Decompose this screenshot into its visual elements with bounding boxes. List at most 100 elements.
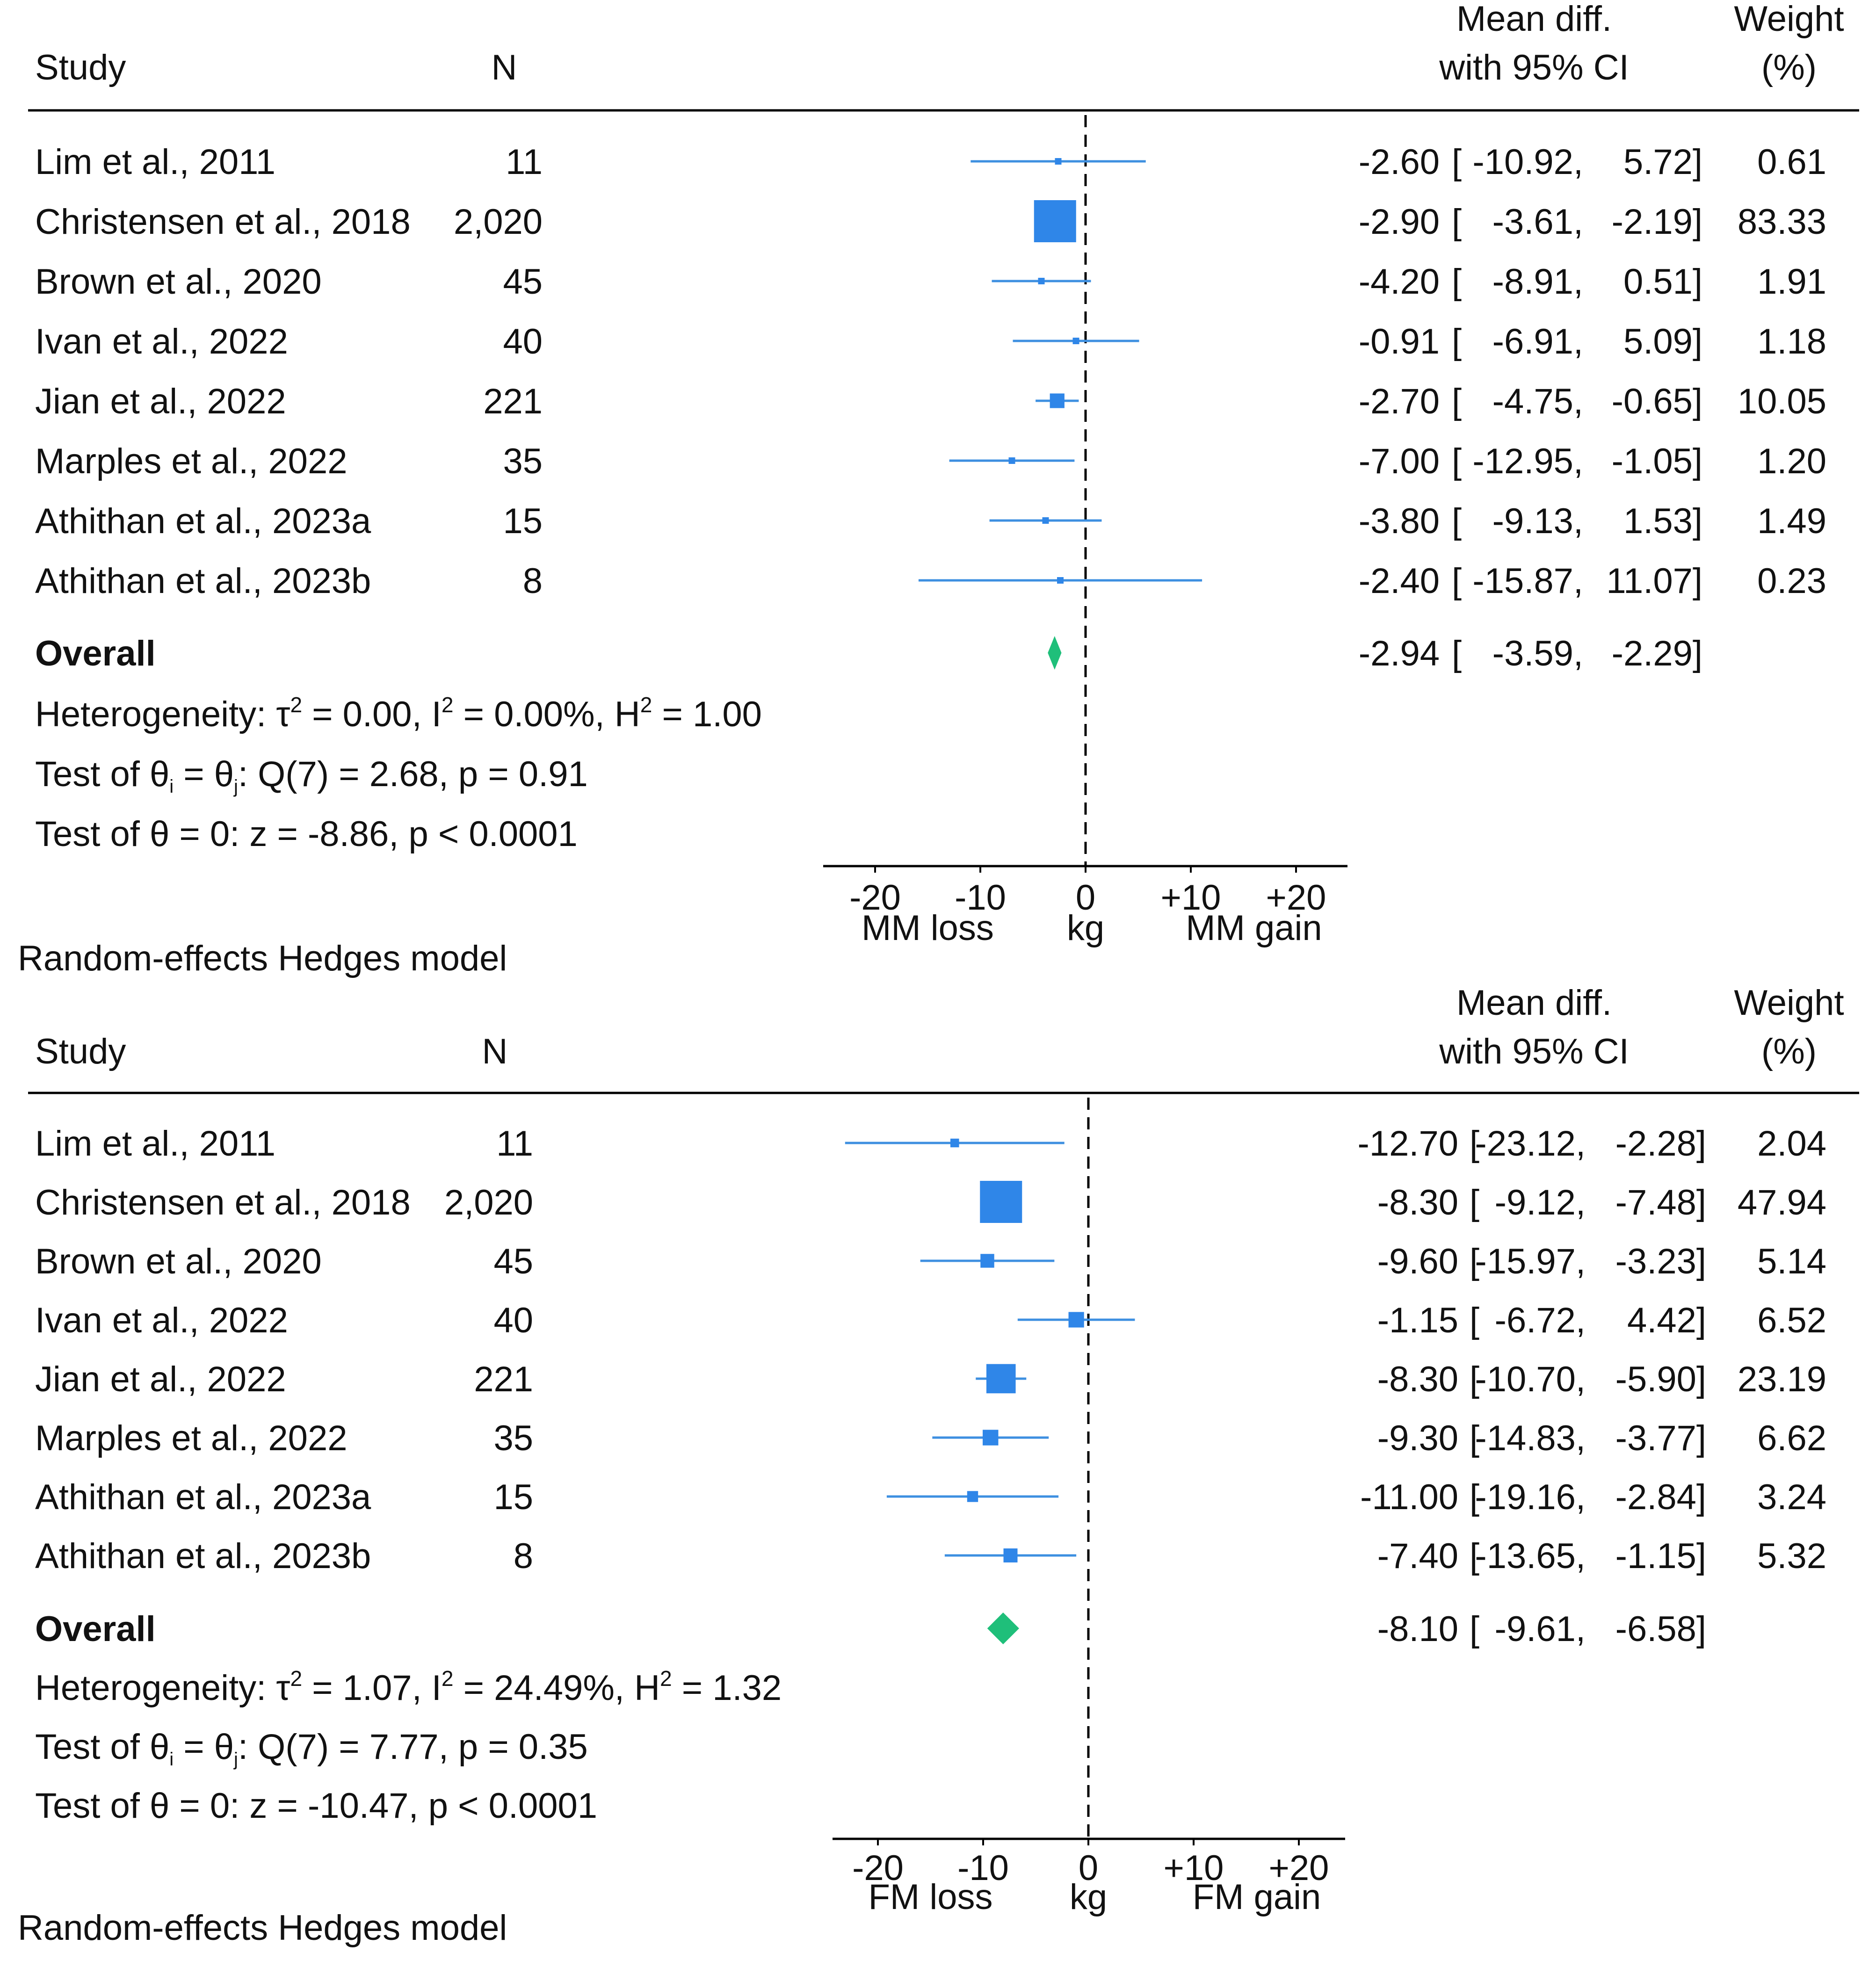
study-effect-marker	[1072, 338, 1079, 344]
q-test-stats: Test of θi = θj: Q(7) = 7.77, p = 0.35	[35, 1727, 588, 1770]
study-n: 221	[474, 1359, 533, 1399]
ci-lower: -23.12,	[1475, 1124, 1586, 1164]
overall-estimate: -2.94	[1359, 634, 1440, 673]
study-n: 8	[523, 561, 543, 601]
x-axis-left-label: FM loss	[869, 1877, 993, 1917]
ci-lower: -15.97,	[1475, 1242, 1586, 1281]
overall-estimate: -8.10	[1377, 1609, 1458, 1649]
ci-lower: -6.91,	[1492, 322, 1583, 362]
study-weight: 47.94	[1738, 1183, 1826, 1222]
study-weight: 2.04	[1757, 1124, 1826, 1164]
stat-text: = θ	[174, 1727, 234, 1767]
ci-lower: -13.65,	[1475, 1536, 1586, 1576]
study-name: Athithan et al., 2023b	[35, 561, 371, 601]
ci-upper: 5.09]	[1623, 322, 1702, 362]
ci-lower: -15.87,	[1472, 561, 1583, 601]
ci-open-bracket: [	[1452, 561, 1462, 601]
ci-open-bracket: [	[1452, 262, 1462, 302]
study-effect-marker	[980, 1181, 1022, 1223]
heterogeneity-stats: Heterogeneity: τ2 = 1.07, I2 = 24.49%, H…	[35, 1666, 782, 1708]
ci-lower: -6.72,	[1495, 1301, 1586, 1340]
ci-open-bracket: [	[1452, 634, 1462, 673]
effect-estimate: -4.20	[1359, 262, 1440, 302]
study-name: Lim et al., 2011	[35, 1124, 275, 1164]
study-weight: 5.14	[1757, 1242, 1826, 1281]
superscript: 2	[660, 1666, 672, 1691]
stat-text: = θ	[174, 754, 234, 794]
study-effect-marker	[1038, 278, 1045, 284]
study-n: 40	[503, 322, 543, 362]
x-tick-label: -10	[955, 878, 1006, 918]
study-name: Ivan et al., 2022	[35, 1301, 288, 1340]
overall-ci-lower: -3.59,	[1492, 634, 1583, 673]
x-tick-label: +10	[1161, 878, 1221, 918]
x-tick-label: +10	[1164, 1848, 1224, 1888]
study-weight: 23.19	[1738, 1359, 1826, 1399]
column-header-effect-line1: Mean diff.	[1456, 0, 1612, 39]
stat-text: : Q(7) = 2.68, p = 0.91	[238, 754, 588, 794]
stat-text: = 0.00, I	[302, 694, 442, 734]
x-tick-label: -20	[849, 878, 901, 918]
stat-text: : Q(7) = 7.77, p = 0.35	[238, 1727, 588, 1767]
forest-panel-1: Study N Mean diff. with 95% CI Weight (%) Lim …	[18, 0, 1859, 978]
ci-upper: -5.90]	[1615, 1359, 1706, 1399]
x-axis-right-label: FM gain	[1193, 1877, 1321, 1917]
superscript: 2	[290, 1666, 302, 1691]
study-n: 15	[503, 501, 543, 541]
ci-open-bracket: [	[1452, 501, 1462, 541]
ci-open-bracket: [	[1470, 1124, 1479, 1164]
study-weight: 0.61	[1757, 142, 1826, 182]
study-effect-marker	[980, 1254, 994, 1268]
study-effect-marker	[1057, 577, 1064, 584]
ci-open-bracket: [	[1470, 1609, 1479, 1649]
ci-open-bracket: [	[1470, 1536, 1479, 1576]
effect-estimate: -3.80	[1359, 501, 1440, 541]
model-footnote: Random-effects Hedges model	[18, 939, 507, 978]
effect-estimate: -9.30	[1377, 1418, 1458, 1458]
stat-text: Heterogeneity: τ	[35, 694, 290, 734]
ci-open-bracket: [	[1452, 382, 1462, 421]
column-header-study: Study	[35, 1032, 126, 1071]
effect-estimate: -2.70	[1359, 382, 1440, 421]
ci-lower: -14.83,	[1475, 1418, 1586, 1458]
study-effect-marker	[986, 1364, 1016, 1394]
study-effect-marker	[1042, 517, 1049, 524]
ci-upper: -3.23]	[1615, 1242, 1706, 1281]
stat-text: = 0.00%, H	[454, 694, 640, 734]
study-name: Athithan et al., 2023b	[35, 1536, 371, 1576]
ci-open-bracket: [	[1452, 202, 1462, 242]
study-n: 35	[493, 1418, 533, 1458]
study-name: Marples et al., 2022	[35, 1418, 348, 1458]
x-tick-label: 0	[1076, 878, 1095, 918]
study-effect-marker	[1050, 393, 1065, 408]
stat-text: Test of θ	[35, 754, 169, 794]
column-header-weight-line2: (%)	[1761, 1032, 1817, 1071]
effect-estimate: -7.00	[1359, 441, 1440, 481]
stat-text: = 1.07, I	[302, 1668, 442, 1708]
study-n: 2,020	[454, 202, 543, 242]
x-tick-label: +20	[1266, 878, 1326, 918]
subscript: i	[169, 776, 174, 797]
study-effect-marker	[1055, 158, 1062, 165]
study-effect-marker	[1068, 1312, 1084, 1328]
study-n: 45	[503, 262, 543, 302]
superscript: 2	[640, 693, 652, 717]
ci-lower: -10.92,	[1472, 142, 1583, 182]
effect-estimate: -12.70	[1358, 1124, 1459, 1164]
study-n: 2,020	[444, 1183, 533, 1222]
effect-estimate: -9.60	[1377, 1242, 1458, 1281]
ci-open-bracket: [	[1470, 1477, 1479, 1517]
effect-estimate: -2.40	[1359, 561, 1440, 601]
column-header-effect-line1: Mean diff.	[1456, 983, 1612, 1023]
ci-lower: -12.95,	[1472, 441, 1583, 481]
study-weight: 6.62	[1757, 1418, 1826, 1458]
ci-open-bracket: [	[1470, 1242, 1479, 1281]
stat-text: = 1.32	[672, 1668, 782, 1708]
ci-upper: -2.84]	[1615, 1477, 1706, 1517]
superscript: 2	[442, 1666, 454, 1691]
effect-estimate: -2.90	[1359, 202, 1440, 242]
ci-upper: -2.28]	[1615, 1124, 1706, 1164]
study-weight: 6.52	[1757, 1301, 1826, 1340]
x-tick-label: 0	[1079, 1848, 1098, 1888]
